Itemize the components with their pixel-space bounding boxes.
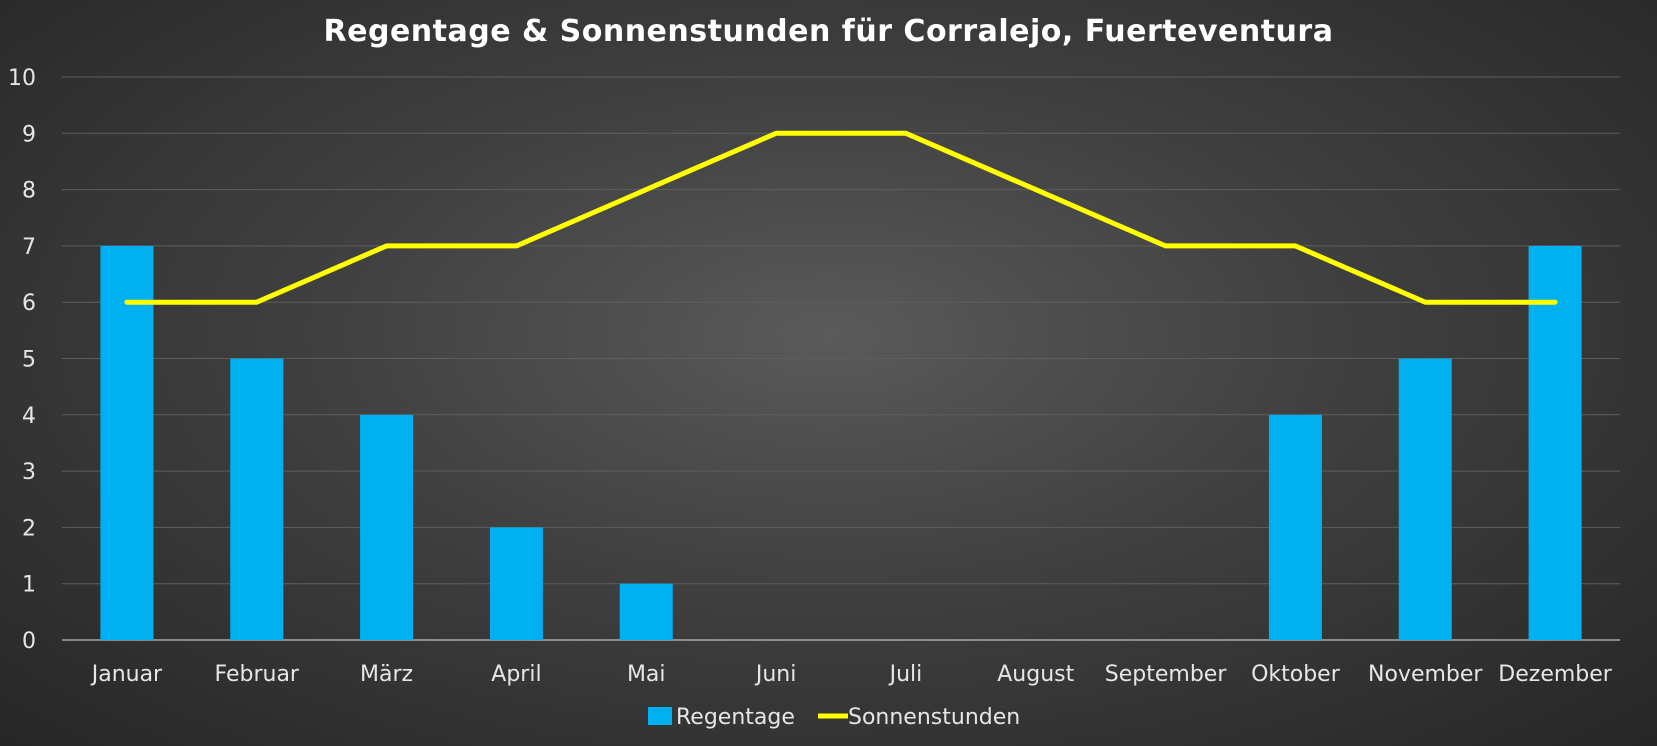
- y-tick-label: 6: [22, 291, 36, 316]
- bar-regentage: [100, 245, 154, 640]
- line-series-sonnenstunden: [124, 130, 1558, 305]
- bar-regentage: [360, 414, 414, 640]
- x-tick-label: April: [491, 662, 541, 687]
- bar-regentage: [489, 527, 543, 640]
- y-axis-ticks: 0 1 2 3 4 5 6 7 8 9 10: [8, 66, 36, 654]
- x-tick-label: Oktober: [1251, 662, 1341, 687]
- y-tick-label: 8: [22, 179, 36, 204]
- bar-series-regentage: [100, 245, 1582, 640]
- gridlines: [62, 76, 1620, 641]
- bar-regentage: [230, 358, 284, 640]
- y-tick-label: 0: [22, 629, 36, 654]
- x-tick-label: August: [997, 662, 1074, 687]
- chart-title: Regentage & Sonnenstunden für Corralejo,…: [323, 14, 1334, 49]
- bar-regentage: [1528, 245, 1582, 640]
- x-tick-label: Juni: [754, 662, 797, 687]
- x-tick-label: Dezember: [1498, 662, 1612, 687]
- bar-regentage: [1398, 358, 1452, 640]
- bar-regentage: [619, 583, 673, 640]
- legend-label-regentage: Regentage: [676, 705, 795, 730]
- y-tick-label: 7: [22, 235, 36, 260]
- y-tick-label: 1: [22, 573, 36, 598]
- x-axis-ticks: Januar Februar März April Mai Juni Juli August S…: [90, 662, 1613, 687]
- legend-label-sonnenstunden: Sonnenstunden: [848, 705, 1020, 730]
- y-tick-label: 3: [22, 460, 36, 485]
- x-tick-label: November: [1368, 662, 1483, 687]
- x-tick-label: Mai: [627, 662, 666, 687]
- x-tick-label: Januar: [90, 662, 163, 687]
- bar-regentage: [1268, 414, 1322, 640]
- x-tick-label: Juli: [888, 662, 923, 687]
- y-tick-label: 2: [22, 516, 36, 541]
- line-sonnenstunden: [124, 130, 1558, 305]
- legend-swatch-regentage: [648, 707, 672, 725]
- x-tick-label: März: [360, 662, 413, 687]
- legend: Regentage Sonnenstunden: [648, 705, 1020, 730]
- y-tick-label: 9: [22, 122, 36, 147]
- y-tick-label: 5: [22, 348, 36, 373]
- y-tick-label: 10: [8, 66, 36, 91]
- y-tick-label: 4: [22, 404, 36, 429]
- x-tick-label: Februar: [215, 662, 300, 687]
- x-tick-label: September: [1105, 662, 1228, 687]
